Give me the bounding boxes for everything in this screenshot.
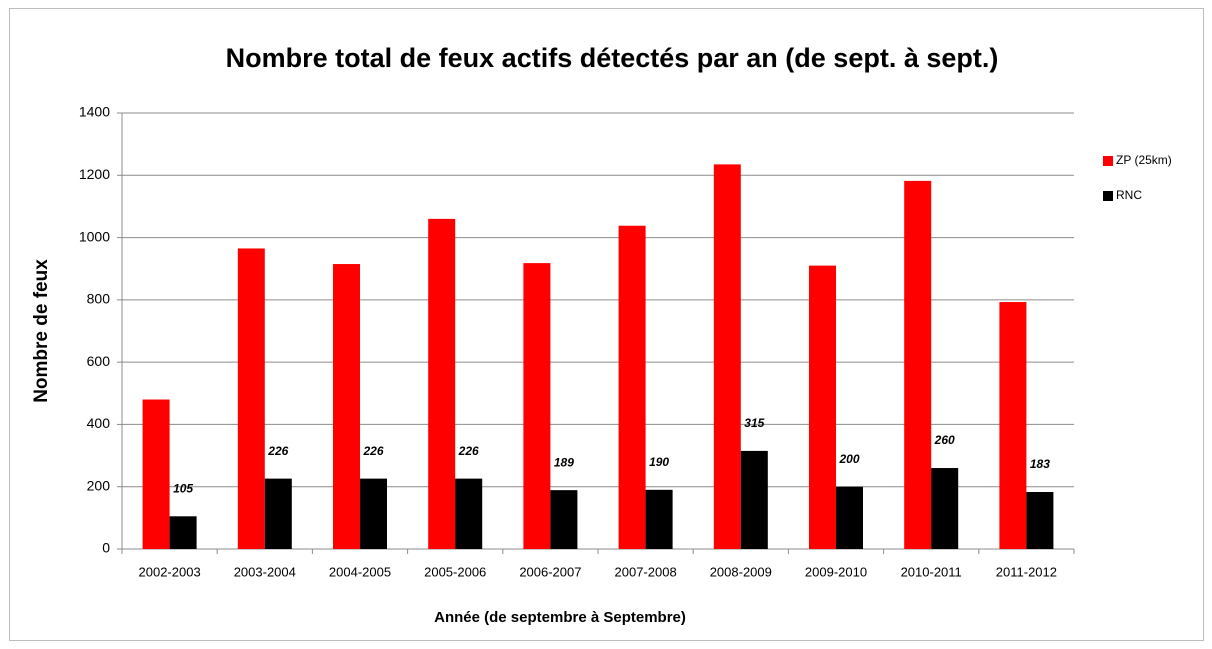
data-label: 190 <box>649 455 669 469</box>
y-tick-label: 600 <box>87 353 111 369</box>
x-tick-label: 2011-2012 <box>996 564 1057 579</box>
legend-label: ZP (25km) <box>1116 153 1172 167</box>
data-label: 183 <box>1030 457 1050 471</box>
bar <box>333 264 360 549</box>
data-label: 226 <box>267 444 288 458</box>
x-tick-label: 2010-2011 <box>901 564 962 579</box>
bar <box>550 490 578 549</box>
x-tick-label: 2005-2006 <box>424 564 486 579</box>
y-axis-title: Nombre de feux <box>31 259 52 403</box>
bar <box>1026 492 1054 549</box>
bar <box>264 478 292 549</box>
y-tick-label: 1400 <box>79 104 110 120</box>
y-tick-label: 800 <box>87 291 111 307</box>
y-tick-label: 400 <box>87 415 111 431</box>
bar <box>809 265 836 549</box>
data-label: 260 <box>934 433 955 447</box>
legend-swatch <box>1103 156 1113 166</box>
data-label: 200 <box>838 452 859 466</box>
data-label: 315 <box>744 416 764 430</box>
data-label: 226 <box>362 444 383 458</box>
y-tick-label: 1200 <box>79 166 110 182</box>
x-tick-label: 2006-2007 <box>519 564 581 579</box>
bar <box>455 478 483 549</box>
bar <box>836 486 863 549</box>
y-tick-label: 200 <box>87 477 111 493</box>
data-label: 105 <box>173 481 193 495</box>
x-tick-label: 2004-2005 <box>329 564 391 579</box>
x-tick-label: 2007-2008 <box>615 564 677 579</box>
legend-swatch <box>1103 191 1113 201</box>
bar <box>142 399 170 549</box>
y-tick-label: 0 <box>102 540 110 556</box>
bar <box>645 489 673 549</box>
x-tick-label: 2009-2010 <box>805 564 867 579</box>
bar <box>523 263 551 549</box>
bar <box>428 218 456 549</box>
bar <box>931 468 959 549</box>
x-tick-label: 2002-2003 <box>139 564 201 579</box>
data-label: 189 <box>554 455 574 469</box>
bar <box>904 180 932 550</box>
bar <box>237 248 265 549</box>
y-tick-label: 1000 <box>79 228 110 244</box>
data-label: 226 <box>458 444 479 458</box>
x-tick-label: 2003-2004 <box>234 564 296 579</box>
x-axis-title: Année (de septembre à Septembre) <box>434 609 686 626</box>
bar <box>713 164 741 549</box>
bar <box>999 302 1027 549</box>
bar <box>360 478 387 549</box>
x-tick-label: 2008-2009 <box>710 564 772 579</box>
legend-label: RNC <box>1116 188 1142 202</box>
chart-title: Nombre total de feux actifs détectés par… <box>226 43 999 73</box>
bar <box>740 450 768 549</box>
bar <box>169 516 197 549</box>
bar <box>618 225 646 550</box>
